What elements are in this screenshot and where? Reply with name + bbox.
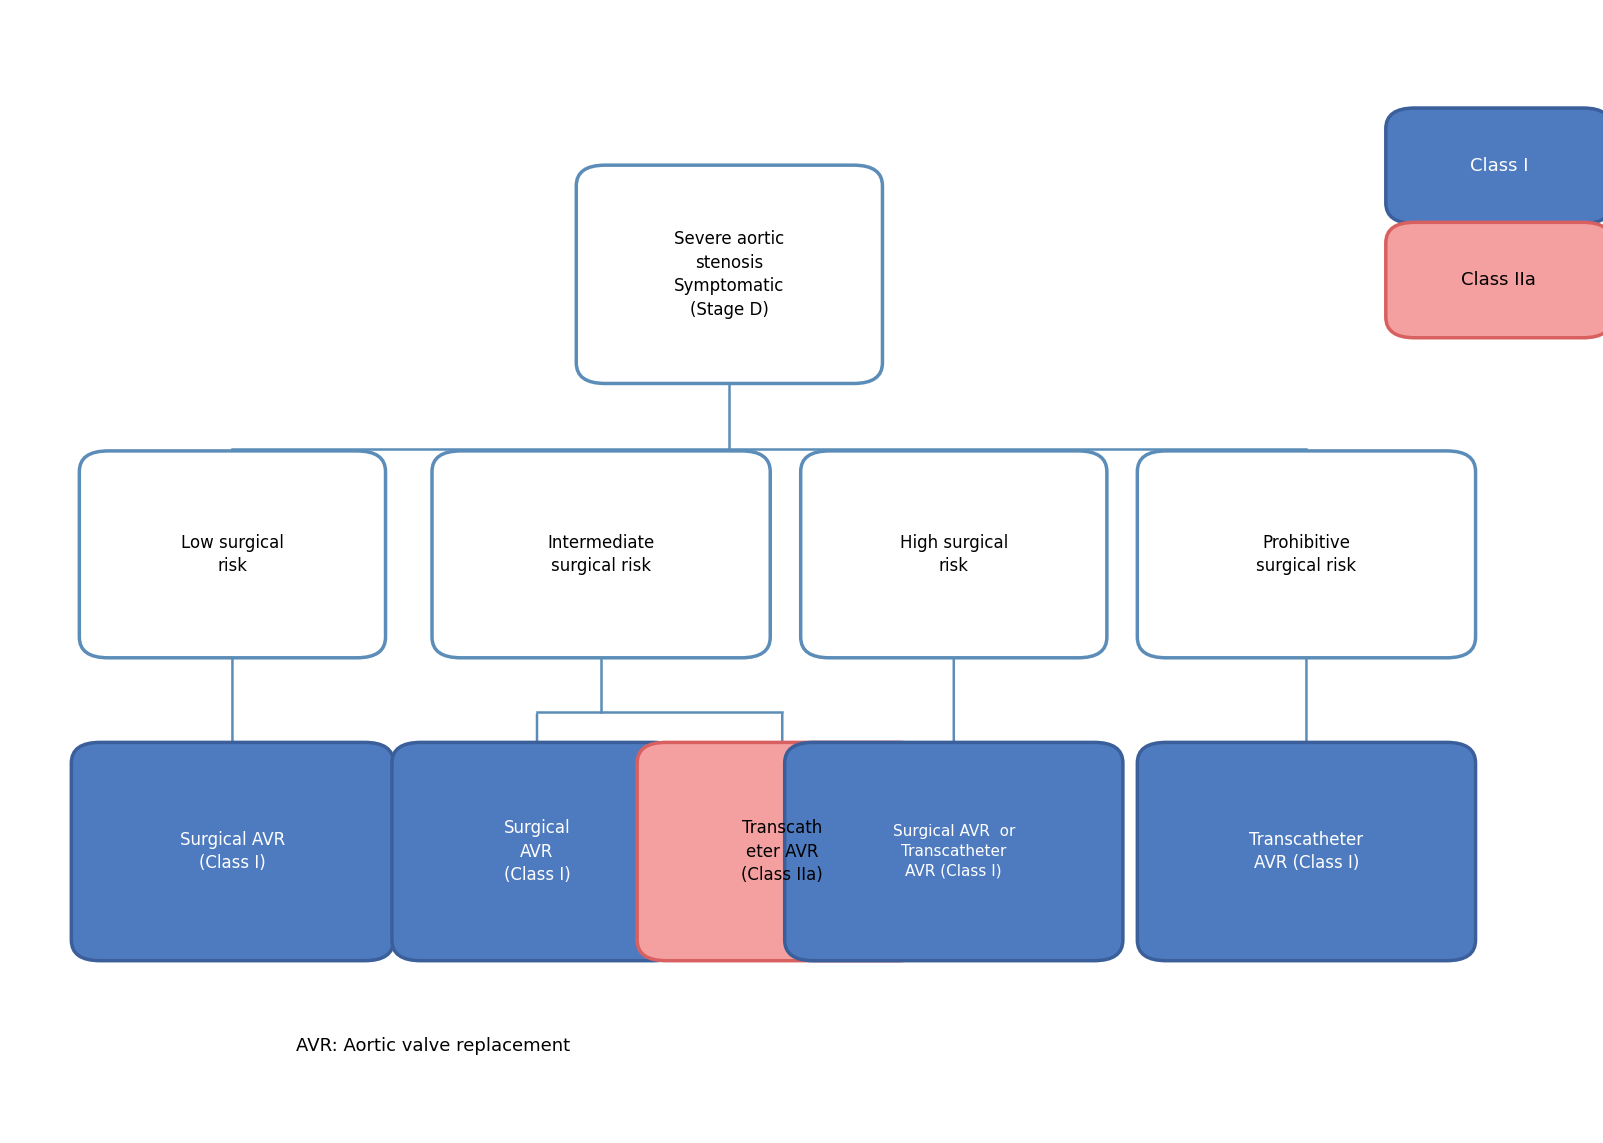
FancyBboxPatch shape xyxy=(1137,743,1475,960)
Text: Class I: Class I xyxy=(1470,157,1528,175)
FancyBboxPatch shape xyxy=(800,451,1106,658)
Text: Surgical AVR
(Class I): Surgical AVR (Class I) xyxy=(180,831,285,872)
Text: Class IIa: Class IIa xyxy=(1462,271,1536,289)
FancyBboxPatch shape xyxy=(79,451,385,658)
FancyBboxPatch shape xyxy=(638,743,927,960)
Text: Prohibitive
surgical risk: Prohibitive surgical risk xyxy=(1257,534,1356,575)
Text: Surgical
AVR
(Class I): Surgical AVR (Class I) xyxy=(503,818,571,885)
FancyBboxPatch shape xyxy=(71,743,394,960)
Text: Intermediate
surgical risk: Intermediate surgical risk xyxy=(548,534,654,575)
FancyBboxPatch shape xyxy=(577,166,882,384)
Text: Surgical AVR  or
Transcatheter
AVR (Class I): Surgical AVR or Transcatheter AVR (Class… xyxy=(893,824,1015,879)
Text: High surgical
risk: High surgical risk xyxy=(899,534,1008,575)
Text: Low surgical
risk: Low surgical risk xyxy=(181,534,284,575)
FancyBboxPatch shape xyxy=(1385,222,1603,338)
FancyBboxPatch shape xyxy=(393,743,683,960)
Text: Transcatheter
AVR (Class I): Transcatheter AVR (Class I) xyxy=(1249,831,1364,872)
FancyBboxPatch shape xyxy=(431,451,769,658)
Text: Transcath
eter AVR
(Class IIa): Transcath eter AVR (Class IIa) xyxy=(742,818,822,885)
Text: Severe aortic
stenosis
Symptomatic
(Stage D): Severe aortic stenosis Symptomatic (Stag… xyxy=(675,230,784,319)
FancyBboxPatch shape xyxy=(1385,109,1603,224)
Text: AVR: Aortic valve replacement: AVR: Aortic valve replacement xyxy=(295,1037,571,1055)
FancyBboxPatch shape xyxy=(1137,451,1475,658)
FancyBboxPatch shape xyxy=(784,743,1122,960)
